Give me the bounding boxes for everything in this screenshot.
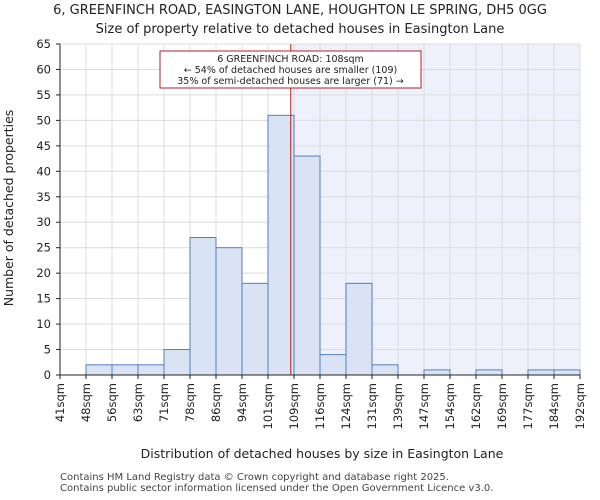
bar-109sqm (293, 155, 321, 376)
y-tick-label: 25 (36, 241, 51, 255)
x-tick-label: 124sqm (339, 383, 353, 429)
x-tick-label: 162sqm (469, 383, 483, 429)
x-tick-label: 94sqm (235, 383, 249, 422)
y-tick-label: 20 (36, 266, 51, 280)
bar-71sqm (163, 349, 191, 376)
x-tick-label: 139sqm (391, 383, 405, 429)
x-tick-label: 48sqm (79, 383, 93, 422)
x-tick-label: 116sqm (313, 383, 327, 429)
x-tick-label: 71sqm (157, 383, 171, 422)
chart-title: 6, GREENFINCH ROAD, EASINGTON LANE, HOUG… (53, 3, 547, 18)
y-tick-label: 50 (36, 113, 51, 127)
highlight-region (290, 44, 580, 375)
bar-124sqm (345, 282, 373, 376)
bar-101sqm (267, 114, 295, 376)
bar-177sqm (527, 369, 555, 376)
y-tick-label: 0 (44, 368, 51, 382)
annotation-box (159, 50, 422, 89)
x-tick-label: 169sqm (495, 383, 509, 429)
y-tick-label: 60 (36, 62, 51, 76)
x-tick-label: 63sqm (131, 383, 145, 422)
footer-licence: Contains public sector information licen… (60, 483, 494, 494)
x-tick-label: 109sqm (287, 383, 301, 429)
bar-63sqm (137, 364, 165, 376)
y-tick-label: 45 (36, 139, 51, 153)
y-tick-label: 55 (36, 88, 51, 102)
bar-48sqm (85, 364, 113, 376)
annotation-line-1: 6 GREENFINCH ROAD: 108sqm (217, 54, 364, 65)
bar-78sqm (189, 237, 217, 376)
bar-162sqm (475, 369, 503, 376)
x-tick-label: 131sqm (365, 383, 379, 429)
bar-94sqm (241, 282, 269, 376)
bar-147sqm (423, 369, 451, 376)
x-tick-label: 177sqm (521, 383, 535, 429)
y-tick-label: 10 (36, 317, 51, 331)
annotation-line-2: ← 54% of detached houses are smaller (10… (184, 65, 397, 76)
y-tick-labels: 0 5 10 15 20 25 30 35 40 45 50 55 60 65 (36, 37, 60, 382)
x-tick-labels: 41sqm 48sqm 56sqm 63sqm 71sqm 78sqm 86sqm 94sqm… (53, 375, 587, 429)
bar-86sqm (215, 247, 243, 376)
y-axis-label: Number of detached properties (1, 110, 16, 307)
y-tick-label: 65 (36, 37, 51, 51)
bar-56sqm (111, 364, 139, 376)
bar-131sqm (371, 364, 399, 376)
x-tick-label: 56sqm (105, 383, 119, 422)
bar-184sqm (553, 369, 581, 376)
x-tick-label: 154sqm (443, 383, 457, 429)
footer-copyright: Contains HM Land Registry data © Crown c… (60, 472, 449, 483)
annotation-line-3: 35% of semi-detached houses are larger (… (177, 76, 404, 87)
y-tick-label: 40 (36, 164, 51, 178)
bar-116sqm (319, 354, 347, 376)
x-tick-label: 184sqm (547, 383, 561, 429)
x-tick-label: 147sqm (417, 383, 431, 429)
bars (85, 114, 581, 376)
y-tick-label: 15 (36, 292, 51, 306)
chart-subtitle: Size of property relative to detached ho… (96, 22, 505, 37)
x-tick-label: 192sqm (573, 383, 587, 429)
x-tick-label: 86sqm (209, 383, 223, 422)
x-tick-label: 41sqm (53, 383, 67, 422)
x-tick-label: 101sqm (261, 383, 275, 429)
y-tick-label: 30 (36, 215, 51, 229)
x-axis-label: Distribution of detached houses by size … (141, 446, 504, 461)
y-tick-label: 35 (36, 190, 51, 204)
y-tick-label: 5 (44, 343, 51, 357)
x-tick-label: 78sqm (183, 383, 197, 422)
